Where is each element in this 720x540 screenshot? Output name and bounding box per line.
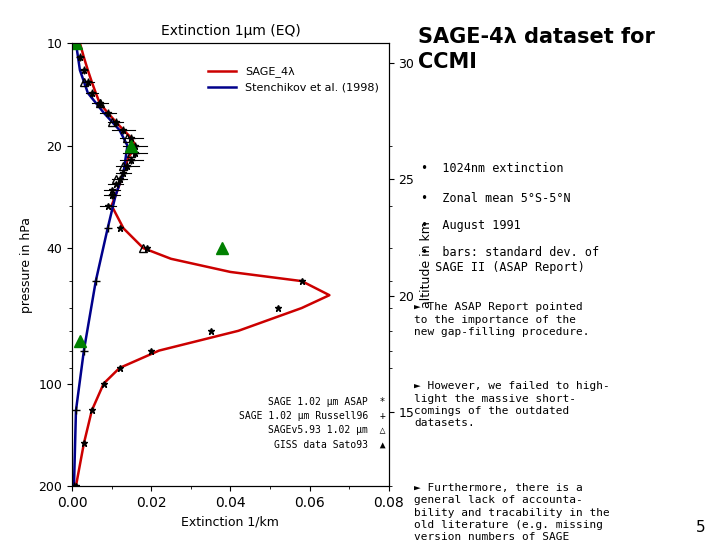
Stenchikov et al. (1998) [115, 127, 124, 133]
Text: •  Zonal mean 5°S-5°N: • Zonal mean 5°S-5°N [421, 192, 571, 205]
Text: •  August 1991: • August 1991 [421, 219, 521, 232]
SAGE_4λ [297, 305, 306, 311]
SAGE_4λ [119, 127, 128, 133]
SAGE_4λ [104, 110, 112, 116]
Text: SAGE 1.02 μm ASAP  *
SAGE 1.02 μm Russell96  +
SAGEv5.93 1.02 μm  △
GISS data Sa: SAGE 1.02 μm ASAP * SAGE 1.02 μm Russell… [239, 397, 386, 449]
SAGE_4λ [79, 440, 88, 447]
SAGE_4λ [76, 40, 84, 46]
Text: 5: 5 [696, 519, 706, 535]
SAGE_4λ [71, 483, 81, 489]
Stenchikov et al. (1998) [71, 40, 81, 46]
Text: •  1024nm extinction: • 1024nm extinction [421, 162, 564, 175]
SAGE_4λ [111, 192, 120, 199]
Stenchikov et al. (1998) [71, 407, 81, 414]
Stenchikov et al. (1998) [84, 90, 92, 96]
SAGE_4λ [99, 380, 108, 387]
SAGE_4λ [79, 54, 88, 60]
SAGE_4λ [91, 90, 100, 96]
Y-axis label: pressure in hPa: pressure in hPa [20, 217, 33, 313]
Stenchikov et al. (1998) [111, 192, 120, 199]
Title: Extinction 1μm (EQ): Extinction 1μm (EQ) [161, 24, 300, 38]
Stenchikov et al. (1998) [119, 170, 128, 176]
Text: ► However, we failed to high-
light the massive short-
comings of the outdated
d: ► However, we failed to high- light the … [414, 381, 610, 428]
Text: ► Furthermore, there is a
general lack of accounta-
bility and tracability in th: ► Furthermore, there is a general lack o… [414, 483, 610, 540]
SAGE_4λ [107, 202, 116, 209]
SAGE_4λ [226, 269, 235, 275]
Line: SAGE_4λ: SAGE_4λ [76, 43, 330, 486]
Text: •  bars: standard dev. of
  SAGE II (ASAP Report): • bars: standard dev. of SAGE II (ASAP R… [421, 246, 599, 274]
Stenchikov et al. (1998) [123, 143, 132, 149]
Stenchikov et al. (1998) [104, 225, 112, 232]
SAGE_4λ [115, 364, 124, 371]
SAGE_4λ [325, 292, 334, 299]
SAGE_4λ [119, 225, 128, 232]
Stenchikov et al. (1998) [79, 347, 88, 354]
Legend: SAGE_4λ, Stenchikov et al. (1998): SAGE_4λ, Stenchikov et al. (1998) [204, 62, 383, 97]
SAGE_4λ [115, 181, 124, 188]
SAGE_4λ [139, 245, 148, 251]
X-axis label: Extinction 1/km: Extinction 1/km [181, 515, 279, 528]
SAGE_4λ [123, 157, 132, 163]
Text: SAGE-4λ dataset for
CCMI: SAGE-4λ dataset for CCMI [418, 27, 654, 72]
Y-axis label: altitude in km: altitude in km [420, 221, 433, 308]
SAGE_4λ [297, 278, 306, 285]
Text: ► The ASAP Report pointed
to the importance of the
new gap-filling procedure.: ► The ASAP Report pointed to the importa… [414, 302, 590, 337]
SAGE_4λ [95, 100, 104, 106]
SAGE_4λ [88, 407, 96, 414]
Stenchikov et al. (1998) [99, 110, 108, 116]
Stenchikov et al. (1998) [76, 67, 84, 73]
Line: Stenchikov et al. (1998): Stenchikov et al. (1998) [74, 43, 127, 486]
SAGE_4λ [84, 67, 92, 73]
SAGE_4λ [131, 143, 140, 149]
Stenchikov et al. (1998) [91, 278, 100, 285]
SAGE_4λ [127, 135, 136, 141]
Stenchikov et al. (1998) [70, 483, 78, 489]
SAGE_4λ [111, 118, 120, 125]
SAGE_4λ [119, 170, 128, 176]
SAGE_4λ [234, 328, 243, 334]
SAGE_4λ [88, 79, 96, 85]
SAGE_4λ [167, 255, 176, 262]
SAGE_4λ [155, 347, 163, 354]
